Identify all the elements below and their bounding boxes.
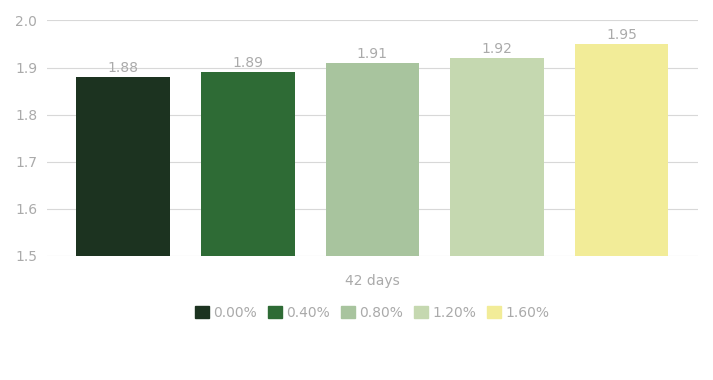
Text: 1.95: 1.95	[606, 28, 637, 42]
Text: 1.89: 1.89	[232, 56, 263, 70]
Text: 1.92: 1.92	[481, 42, 513, 56]
Text: 1.91: 1.91	[357, 47, 388, 61]
Bar	[575, 44, 668, 380]
Legend: 0.00%, 0.40%, 0.80%, 1.20%, 1.60%: 0.00%, 0.40%, 0.80%, 1.20%, 1.60%	[190, 300, 555, 325]
X-axis label: 42 days: 42 days	[345, 274, 400, 288]
Bar	[451, 58, 544, 380]
Text: 1.88: 1.88	[108, 61, 139, 75]
Bar	[326, 63, 419, 380]
Bar	[76, 77, 170, 380]
Bar	[201, 72, 294, 380]
